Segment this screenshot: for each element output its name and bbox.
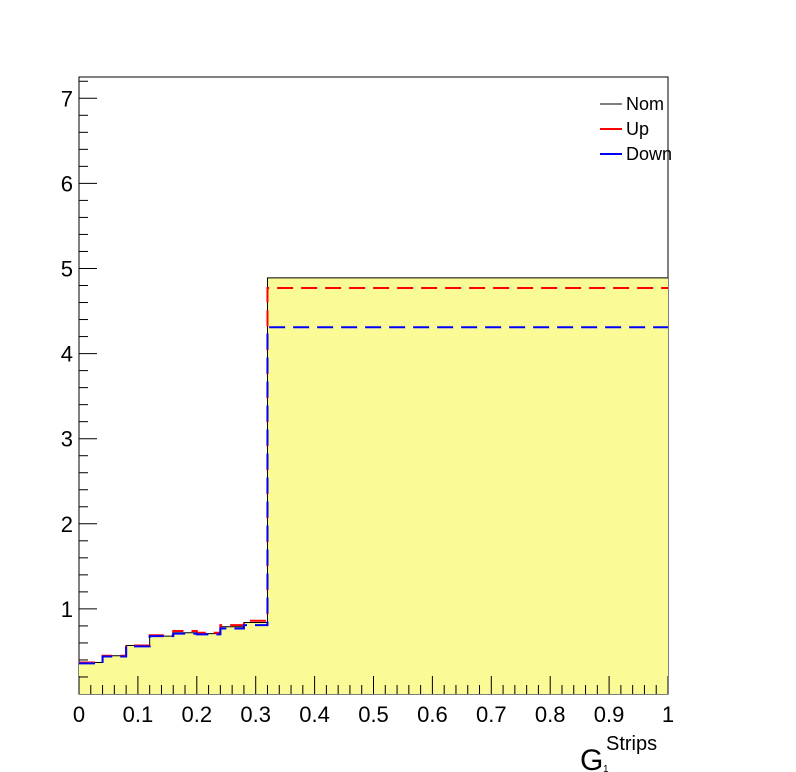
x-axis-title-subscript: 1 bbox=[603, 764, 609, 772]
series-line-down bbox=[79, 326, 668, 665]
y-tick-labels: 1 2 3 4 5 6 7 bbox=[61, 86, 73, 622]
x-tick-label: 0.5 bbox=[358, 702, 389, 727]
y-tick-label: 5 bbox=[61, 256, 73, 281]
x-tick-label: 0.2 bbox=[182, 702, 213, 727]
y-tick-label: 6 bbox=[61, 171, 73, 196]
x-tick-label: 1 bbox=[662, 702, 674, 727]
x-tick-label: 0.6 bbox=[417, 702, 448, 727]
series-layer bbox=[79, 277, 668, 665]
x-tick-label: 0.4 bbox=[299, 702, 330, 727]
x-tick-label: 0.3 bbox=[240, 702, 271, 727]
nom-histogram-fill bbox=[79, 277, 668, 694]
y-tick-label: 2 bbox=[61, 512, 73, 537]
x-tick-label: 0.1 bbox=[123, 702, 154, 727]
x-tick-label: 0.9 bbox=[594, 702, 625, 727]
y-tick-label: 7 bbox=[61, 86, 73, 111]
legend-label-down: Down bbox=[626, 144, 672, 164]
nom-fill-layer bbox=[79, 277, 668, 694]
legend: Nom Up Down bbox=[600, 94, 672, 164]
x-tick-label: 0.8 bbox=[535, 702, 566, 727]
x-axis-title-superscript: Strips bbox=[606, 733, 657, 755]
x-tick-label: 0.7 bbox=[476, 702, 507, 727]
x-axis-title: G Strips 1 bbox=[580, 733, 657, 772]
y-tick-label: 1 bbox=[61, 597, 73, 622]
y-tick-label: 4 bbox=[61, 342, 73, 367]
x-axis-title-main: G bbox=[580, 744, 603, 772]
y-tick-label: 3 bbox=[61, 427, 73, 452]
legend-label-up: Up bbox=[626, 119, 649, 139]
x-tick-labels: 0 0.1 0.2 0.3 0.4 0.5 0.6 0.7 0.8 0.9 1 bbox=[73, 702, 674, 727]
legend-label-nom: Nom bbox=[626, 94, 664, 114]
axis-layer bbox=[78, 80, 669, 694]
x-tick-label: 0 bbox=[73, 702, 85, 727]
